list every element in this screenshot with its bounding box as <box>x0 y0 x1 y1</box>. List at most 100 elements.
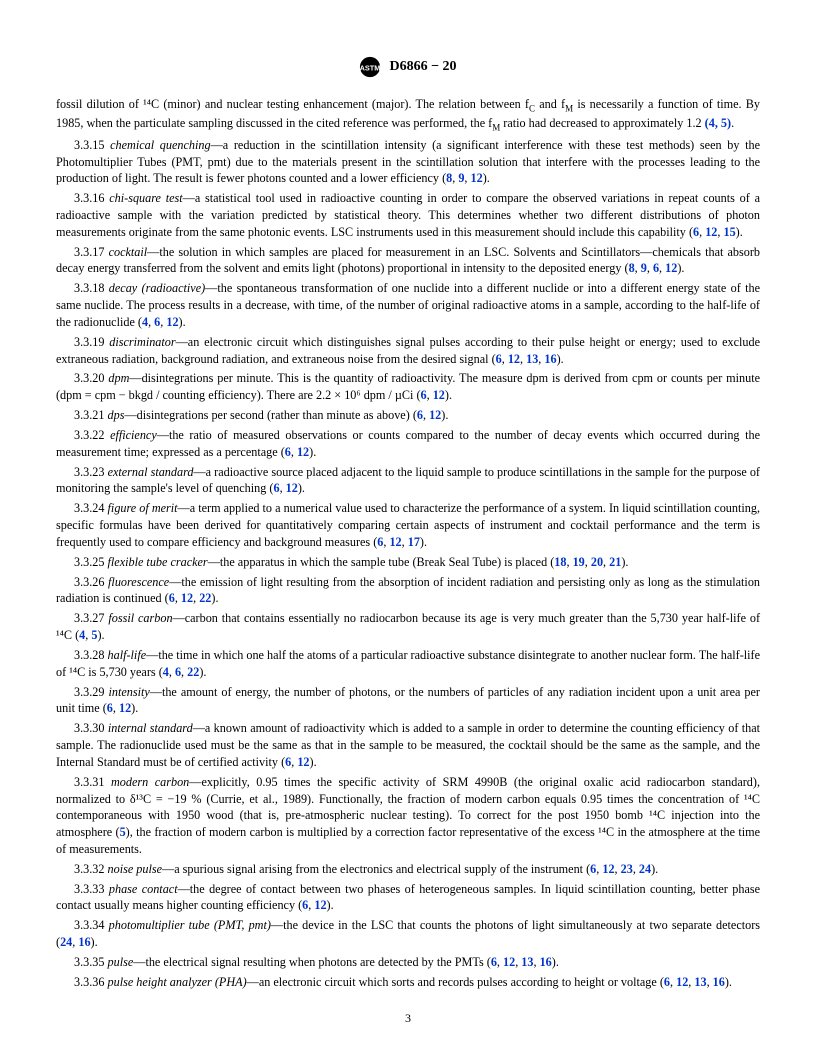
definition-3-3-25: 3.3.25 flexible tube cracker—the apparat… <box>56 554 760 571</box>
definition-term: cocktail <box>109 245 148 259</box>
astm-logo-icon: ASTM <box>359 56 381 78</box>
definition-term: figure of merit <box>108 501 178 515</box>
ref-link[interactable]: (6, 12, 23, 24) <box>586 862 655 876</box>
ref-link[interactable]: (8, 9, 6, 12) <box>625 261 682 275</box>
definition-number: 3.3.28 <box>74 648 108 662</box>
definition-3-3-24: 3.3.24 figure of merit—a term applied to… <box>56 500 760 550</box>
definition-term: noise pulse <box>108 862 163 876</box>
definition-term: external standard <box>108 465 194 479</box>
definition-number: 3.3.33 <box>74 882 109 896</box>
definition-number: 3.3.26 <box>74 575 108 589</box>
ref-link[interactable]: (6, 12, 13, 16) <box>660 975 729 989</box>
ref-link[interactable]: (24, 16) <box>56 935 95 949</box>
definition-term: flexible tube cracker <box>108 555 208 569</box>
definition-number: 3.3.31 <box>74 775 111 789</box>
page-content: ASTM D6866 − 20 fossil dilution of ¹⁴C (… <box>0 0 816 1034</box>
definition-number: 3.3.19 <box>74 335 109 349</box>
definition-body: the apparatus in which the sample tube (… <box>220 555 550 569</box>
ref-link[interactable]: (4, 5) <box>75 628 101 642</box>
ref-link[interactable]: (6, 12) <box>103 701 136 715</box>
ref-link[interactable]: (6, 12) <box>281 755 314 769</box>
definition-term: dpm <box>108 371 129 385</box>
definition-body-2: , the fraction of modern carbon is multi… <box>56 825 760 856</box>
definition-body: disintegrations per minute. This is the … <box>56 371 760 402</box>
page-number: 3 <box>0 1011 816 1026</box>
definition-term: efficiency <box>110 428 157 442</box>
definition-term: pulse height analyzer (PHA) <box>108 975 247 989</box>
svg-text:ASTM: ASTM <box>360 64 381 73</box>
definition-3-3-19: 3.3.19 discriminator—an electronic circu… <box>56 334 760 368</box>
ref-link[interactable]: (6, 12) <box>281 445 314 459</box>
definition-term: modern carbon <box>111 775 189 789</box>
ref-link[interactable]: (4, 6, 12) <box>138 315 183 329</box>
definition-term: pulse <box>108 955 134 969</box>
definition-3-3-21: 3.3.21 dps—disintegrations per second (r… <box>56 407 760 424</box>
definition-body: the device in the LSC that counts the ph… <box>283 918 760 932</box>
definition-3-3-31: 3.3.31 modern carbon—explicitly, 0.95 ti… <box>56 774 760 858</box>
ref-link[interactable]: (6, 12) <box>413 408 446 422</box>
ref-link[interactable]: (6, 12) <box>298 898 331 912</box>
definition-3-3-34: 3.3.34 photomultiplier tube (PMT, pmt)—t… <box>56 917 760 951</box>
ref-link[interactable]: (6, 12, 17) <box>373 535 424 549</box>
definition-term: internal standard <box>108 721 193 735</box>
definition-number: 3.3.29 <box>74 685 108 699</box>
ref-link[interactable]: (18, 19, 20, 21) <box>550 555 625 569</box>
definition-3-3-26: 3.3.26 fluorescence—the emission of ligh… <box>56 574 760 608</box>
definition-3-3-18: 3.3.18 decay (radioactive)—the spontaneo… <box>56 280 760 330</box>
definition-term: decay (radioactive) <box>109 281 205 295</box>
definition-3-3-33: 3.3.33 phase contact—the degree of conta… <box>56 881 760 915</box>
definition-number: 3.3.25 <box>74 555 108 569</box>
ref-link[interactable]: (6, 12, 22) <box>165 591 216 605</box>
definition-number: 3.3.16 <box>74 191 109 205</box>
definition-3-3-36: 3.3.36 pulse height analyzer (PHA)—an el… <box>56 974 760 991</box>
definition-3-3-32: 3.3.32 noise pulse—a spurious signal ari… <box>56 861 760 878</box>
definition-term: discriminator <box>109 335 175 349</box>
definition-3-3-22: 3.3.22 efficiency—the ratio of measured … <box>56 427 760 461</box>
definition-number: 3.3.17 <box>74 245 109 259</box>
definition-3-3-17: 3.3.17 cocktail—the solution in which sa… <box>56 244 760 278</box>
ref-link[interactable]: (8, 9, 12) <box>442 171 487 185</box>
definition-3-3-28: 3.3.28 half-life—the time in which one h… <box>56 647 760 681</box>
ref-link[interactable]: (6, 12) <box>416 388 449 402</box>
document-header: ASTM D6866 − 20 <box>56 56 760 78</box>
definition-number: 3.3.24 <box>74 501 108 515</box>
definition-body: disintegrations per second (rather than … <box>137 408 413 422</box>
ref-link[interactable]: (6, 12, 13, 16) <box>492 352 561 366</box>
definition-body: the amount of energy, the number of phot… <box>56 685 760 716</box>
definition-number: 3.3.30 <box>74 721 108 735</box>
definition-3-3-23: 3.3.23 external standard—a radioactive s… <box>56 464 760 498</box>
definition-3-3-27: 3.3.27 fossil carbon—carbon that contain… <box>56 610 760 644</box>
ref-link[interactable]: (4, 6, 22) <box>159 665 204 679</box>
definition-term: photomultiplier tube (PMT, pmt) <box>109 918 271 932</box>
definition-term: half-life <box>108 648 147 662</box>
ref-link[interactable]: (6, 12, 13, 16) <box>487 955 556 969</box>
definition-term: chemical quenching <box>110 138 210 152</box>
definition-number: 3.3.32 <box>74 862 108 876</box>
definition-number: 3.3.22 <box>74 428 110 442</box>
intro-paragraph: fossil dilution of ¹⁴C (minor) and nucle… <box>56 96 760 134</box>
definition-number: 3.3.27 <box>74 611 108 625</box>
definition-body: the electrical signal resulting when pho… <box>145 955 486 969</box>
definition-term: fossil carbon <box>108 611 172 625</box>
definition-number: 3.3.20 <box>74 371 108 385</box>
ref-link[interactable]: (4, 5) <box>705 116 731 130</box>
definition-number: 3.3.35 <box>74 955 108 969</box>
definitions-list: 3.3.15 chemical quenching—a reduction in… <box>56 137 760 991</box>
definition-body: a spurious signal arising from the elect… <box>174 862 586 876</box>
definition-3-3-15: 3.3.15 chemical quenching—a reduction in… <box>56 137 760 187</box>
ref-link[interactable]: (6, 12) <box>269 481 302 495</box>
definition-number: 3.3.18 <box>74 281 109 295</box>
definition-3-3-35: 3.3.35 pulse—the electrical signal resul… <box>56 954 760 971</box>
ref-link[interactable]: (6, 12, 15) <box>689 225 740 239</box>
definition-3-3-30: 3.3.30 internal standard—a known amount … <box>56 720 760 770</box>
ref-link[interactable]: (5) <box>116 825 130 839</box>
definition-3-3-29: 3.3.29 intensity—the amount of energy, t… <box>56 684 760 718</box>
definition-number: 3.3.36 <box>74 975 108 989</box>
definition-3-3-16: 3.3.16 chi-square test—a statistical too… <box>56 190 760 240</box>
definition-term: dps <box>108 408 125 422</box>
definition-term: fluorescence <box>108 575 169 589</box>
definition-term: intensity <box>108 685 149 699</box>
definition-body: an electronic circuit which sorts and re… <box>259 975 660 989</box>
definition-number: 3.3.23 <box>74 465 108 479</box>
definition-3-3-20: 3.3.20 dpm—disintegrations per minute. T… <box>56 370 760 404</box>
